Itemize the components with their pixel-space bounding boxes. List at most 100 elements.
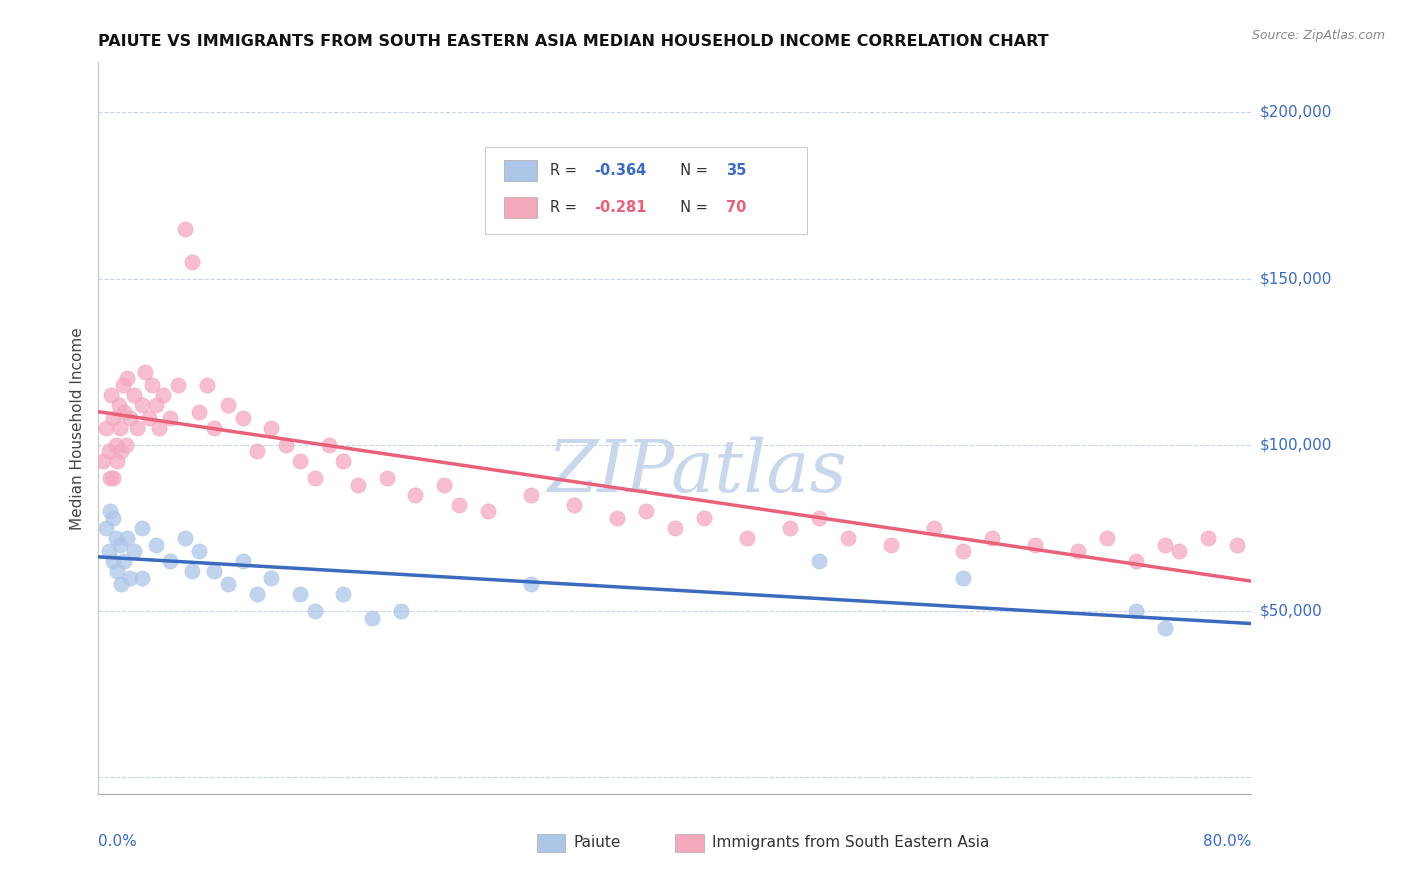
- Point: [405, 488, 427, 502]
- Point: [260, 421, 283, 435]
- Point: [433, 477, 456, 491]
- Text: 0.0%: 0.0%: [98, 834, 138, 849]
- Text: R =: R =: [550, 200, 582, 215]
- Point: [346, 477, 368, 491]
- Point: [97, 444, 120, 458]
- FancyBboxPatch shape: [675, 834, 704, 853]
- Point: [837, 531, 859, 545]
- Point: [134, 365, 156, 379]
- Point: [141, 378, 163, 392]
- Point: [111, 378, 134, 392]
- Point: [520, 488, 543, 502]
- Point: [290, 587, 312, 601]
- Point: [1168, 544, 1191, 558]
- Point: [98, 471, 121, 485]
- Point: [105, 564, 128, 578]
- Point: [606, 511, 628, 525]
- Point: [1067, 544, 1090, 558]
- Point: [217, 398, 239, 412]
- Text: Immigrants from South Eastern Asia: Immigrants from South Eastern Asia: [711, 836, 990, 850]
- Point: [274, 438, 297, 452]
- Point: [1097, 531, 1119, 545]
- Point: [148, 421, 170, 435]
- Point: [145, 398, 167, 412]
- Text: -0.364: -0.364: [595, 163, 647, 178]
- Point: [1024, 537, 1046, 551]
- Point: [231, 554, 254, 568]
- Point: [924, 521, 946, 535]
- Point: [131, 521, 153, 535]
- Text: $200,000: $200,000: [1260, 105, 1331, 120]
- Point: [332, 587, 354, 601]
- Text: Source: ZipAtlas.com: Source: ZipAtlas.com: [1251, 29, 1385, 42]
- Point: [246, 587, 269, 601]
- Point: [880, 537, 903, 551]
- Point: [1197, 531, 1219, 545]
- Point: [124, 544, 146, 558]
- Point: [112, 554, 135, 568]
- Point: [1154, 621, 1177, 635]
- Point: [94, 421, 117, 435]
- Point: [91, 454, 114, 468]
- Text: Paiute: Paiute: [574, 836, 621, 850]
- Text: PAIUTE VS IMMIGRANTS FROM SOUTH EASTERN ASIA MEDIAN HOUSEHOLD INCOME CORRELATION: PAIUTE VS IMMIGRANTS FROM SOUTH EASTERN …: [98, 34, 1049, 49]
- Point: [117, 371, 139, 385]
- Point: [101, 511, 124, 525]
- Point: [159, 554, 181, 568]
- Point: [447, 498, 470, 512]
- Point: [104, 531, 127, 545]
- Point: [181, 564, 204, 578]
- Point: [664, 521, 686, 535]
- Point: [779, 521, 801, 535]
- Point: [98, 504, 121, 518]
- Point: [304, 471, 326, 485]
- Point: [110, 577, 132, 591]
- Point: [107, 398, 129, 412]
- Point: [520, 577, 543, 591]
- Point: [188, 544, 211, 558]
- Point: [1125, 554, 1147, 568]
- Point: [159, 411, 181, 425]
- Point: [318, 438, 340, 452]
- Point: [389, 604, 412, 618]
- Point: [101, 471, 124, 485]
- Point: [166, 378, 188, 392]
- Point: [112, 404, 135, 418]
- Point: [104, 438, 127, 452]
- Point: [735, 531, 758, 545]
- Point: [361, 610, 384, 624]
- Point: [181, 255, 204, 269]
- Point: [202, 564, 225, 578]
- Text: R =: R =: [550, 163, 582, 178]
- Point: [1154, 537, 1177, 551]
- Text: 70: 70: [725, 200, 747, 215]
- Point: [120, 411, 142, 425]
- FancyBboxPatch shape: [505, 161, 537, 181]
- Point: [202, 421, 225, 435]
- Text: N =: N =: [672, 200, 713, 215]
- Point: [101, 554, 124, 568]
- Y-axis label: Median Household Income: Median Household Income: [69, 326, 84, 530]
- Point: [145, 537, 167, 551]
- Point: [477, 504, 499, 518]
- Point: [117, 531, 139, 545]
- Point: [693, 511, 716, 525]
- Point: [124, 388, 146, 402]
- Point: [127, 421, 149, 435]
- FancyBboxPatch shape: [485, 146, 807, 235]
- Point: [100, 388, 122, 402]
- Text: $150,000: $150,000: [1260, 271, 1331, 286]
- FancyBboxPatch shape: [505, 197, 537, 218]
- Text: $100,000: $100,000: [1260, 437, 1331, 452]
- Point: [94, 521, 117, 535]
- Text: ZIPatlas: ZIPatlas: [548, 437, 848, 508]
- Text: $50,000: $50,000: [1260, 604, 1323, 618]
- Point: [260, 571, 283, 585]
- Point: [195, 378, 218, 392]
- Point: [332, 454, 354, 468]
- Point: [174, 531, 197, 545]
- Text: 35: 35: [725, 163, 747, 178]
- Point: [304, 604, 326, 618]
- Point: [138, 411, 160, 425]
- Point: [105, 454, 128, 468]
